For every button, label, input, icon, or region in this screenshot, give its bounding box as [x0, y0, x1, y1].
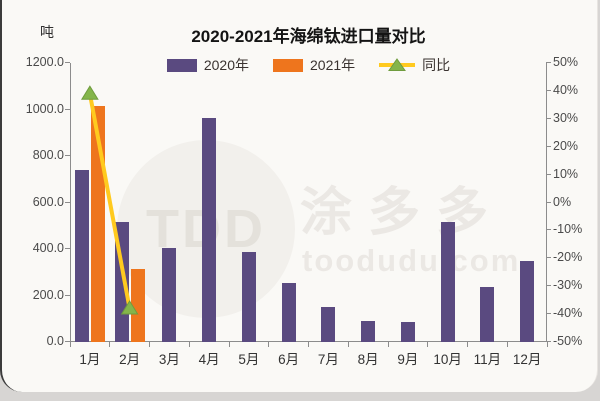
x-axis-label: 6月: [278, 352, 300, 367]
bar-2020-4月: [202, 117, 217, 342]
legend-swatch-2021-icon: [273, 58, 303, 72]
y-left-tick-label: 1200.0: [25, 55, 64, 69]
x-axis-tick: [427, 342, 429, 347]
legend-item-2020: 2020年: [166, 55, 249, 75]
x-axis-label: 2月: [119, 352, 141, 367]
y-right-tick-label: 0%: [553, 194, 572, 209]
x-axis-tick: [69, 342, 71, 347]
x-axis-label: 10月: [433, 352, 462, 367]
y-right-tick-label: -50%: [553, 334, 583, 348]
yoy-line-layer: [80, 85, 139, 315]
legend-label-2021: 2021年: [310, 57, 356, 73]
y-right-tick-label: -20%: [553, 250, 583, 265]
x-axis-tick: [546, 342, 548, 347]
plot-area: [65, 62, 551, 347]
bar-2020-1月: [74, 169, 89, 342]
y-right-tick-label: 10%: [553, 166, 579, 181]
y-axis-unit-label: 吨: [40, 24, 54, 40]
y-left-tick-label: 1000.0: [25, 101, 64, 116]
y-right-tick-label: 30%: [553, 110, 579, 125]
y-left-tick: [65, 62, 70, 63]
x-axis-label: 8月: [357, 352, 379, 367]
x-axis-label: 9月: [397, 352, 419, 367]
y-right-tick: [546, 201, 551, 203]
bar-2020-3月: [162, 247, 177, 342]
y-right-tick-label: -40%: [553, 306, 583, 321]
y-right-tick: [546, 313, 551, 315]
x-axis-tick: [228, 342, 230, 347]
x-axis-label: 7月: [317, 352, 339, 367]
y-left-tick: [65, 155, 70, 156]
yoy-line: [87, 93, 132, 309]
y-right-tick: [546, 117, 551, 119]
bar-2020-8月: [361, 321, 376, 342]
x-axis-tick: [308, 342, 309, 347]
y-left-tick-label: 0.0: [46, 334, 64, 348]
y-axis-right-line: [546, 63, 547, 342]
y-left-tick: [65, 108, 70, 110]
x-axis-tick: [268, 342, 270, 347]
x-axis-tick: [387, 342, 389, 347]
y-right-tick: [546, 62, 551, 63]
yoy-marker-icon: [80, 85, 99, 100]
x-axis-label: 3月: [158, 352, 180, 367]
y-left-tick-label: 800.0: [32, 148, 64, 162]
legend-swatch-2020-icon: [166, 58, 197, 72]
bar-2020-7月: [321, 307, 336, 342]
bar-2020-12月: [520, 260, 535, 342]
y-right-tick: [546, 229, 551, 231]
legend-line-marker-icon: [379, 58, 416, 71]
chart-card: TDD 涂多多 toodudu.com 吨 2020-2021年海绵钛进口量对比…: [0, 0, 598, 392]
x-axis-tick: [149, 342, 150, 347]
x-axis-tick: [467, 342, 468, 347]
bar-2020-11月: [480, 287, 495, 342]
y-left-tick: [65, 248, 70, 249]
y-right-tick-label: 50%: [553, 55, 579, 69]
y-right-tick: [546, 285, 551, 287]
y-axis-left-line: [70, 63, 71, 342]
y-right-tick: [546, 89, 551, 91]
y-right-tick: [546, 145, 551, 147]
legend-label-2020: 2020年: [203, 57, 249, 73]
bar-2020-5月: [241, 252, 256, 342]
y-right-tick-label: -30%: [553, 278, 583, 293]
y-left-tick: [65, 294, 70, 296]
x-axis-label: 11月: [473, 352, 502, 367]
y-left-tick-label: 400.0: [32, 241, 64, 255]
x-axis-label: 5月: [238, 352, 260, 367]
x-axis-tick: [347, 342, 349, 347]
bar-2021-2月: [130, 268, 145, 342]
chart-title: 2020-2021年海绵钛进口量对比: [191, 27, 426, 46]
y-left-tick: [65, 341, 70, 342]
y-left-tick-label: 200.0: [32, 287, 64, 302]
legend-item-yoy: 同比: [379, 55, 450, 75]
watermark-brand-cn: 涂多多: [300, 184, 505, 242]
x-axis-label: 12月: [512, 352, 542, 367]
legend-item-2021: 2021年: [273, 55, 355, 75]
x-axis-line: [69, 341, 548, 342]
bar-2020-9月: [400, 322, 415, 342]
y-left-tick: [65, 201, 70, 203]
legend: 2020年 2021年 同比: [70, 55, 547, 75]
x-axis-tick: [109, 342, 111, 347]
legend-label-yoy: 同比: [422, 57, 451, 73]
y-right-tick: [546, 257, 551, 259]
y-right-tick: [546, 173, 551, 175]
x-axis-label: 1月: [79, 352, 101, 367]
y-right-tick: [546, 341, 551, 342]
y-right-tick-label: -10%: [553, 222, 583, 237]
bar-2020-6月: [281, 282, 296, 342]
bar-2020-10月: [440, 222, 455, 342]
x-axis-tick: [506, 342, 508, 347]
y-left-tick-label: 600.0: [32, 194, 64, 209]
yoy-marker-icon: [120, 300, 139, 315]
x-axis-tick: [188, 342, 190, 347]
watermark-brand-url: toodudu.com: [302, 243, 521, 278]
y-right-tick-label: 20%: [553, 138, 579, 153]
y-right-tick-label: 40%: [553, 82, 579, 97]
x-axis-label: 4月: [198, 352, 220, 367]
